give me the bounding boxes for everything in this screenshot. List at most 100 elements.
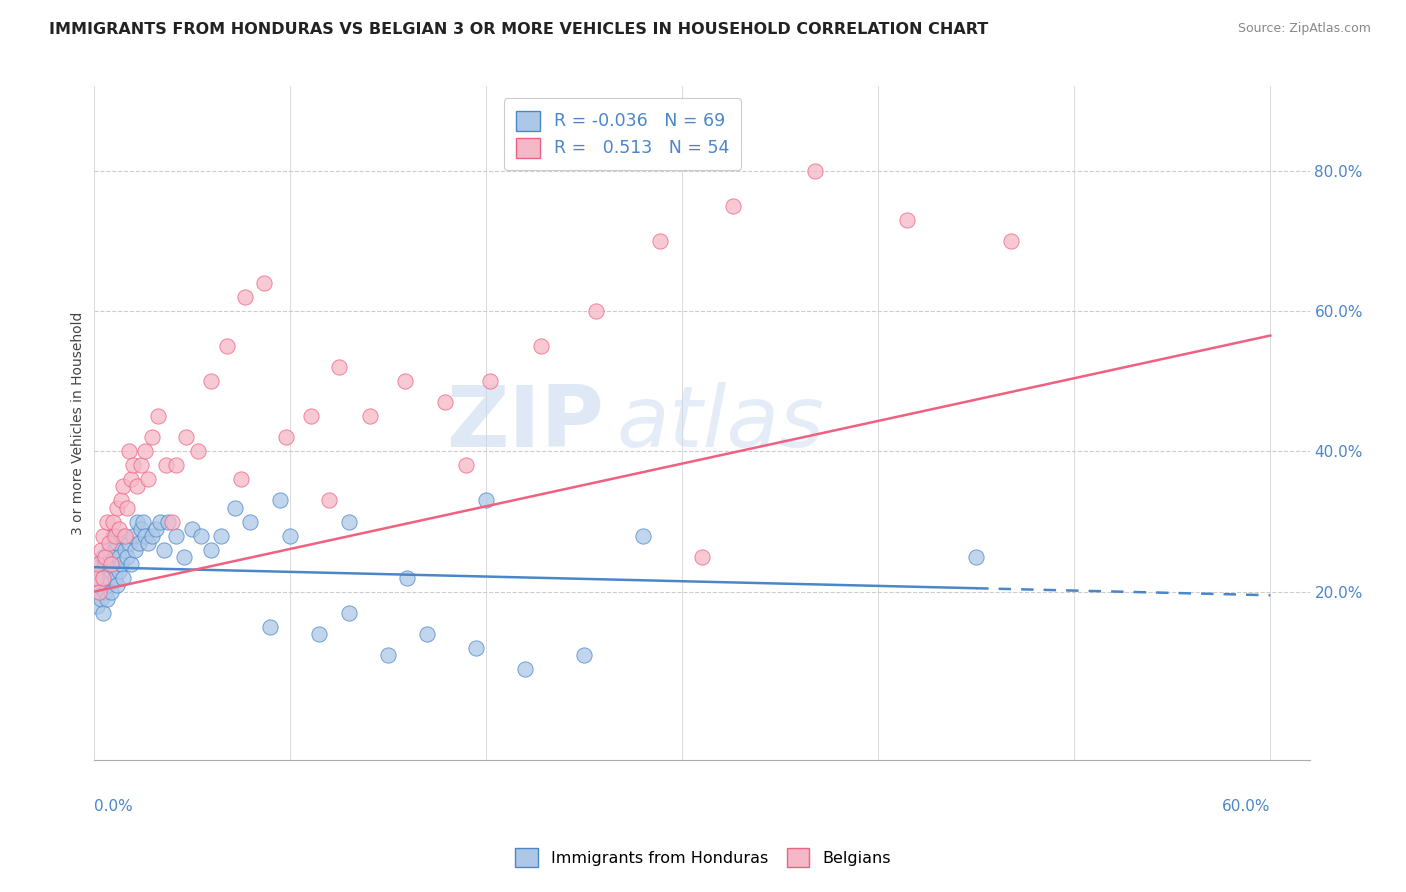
Point <box>90 564 112 578</box>
Point <box>530 339 553 353</box>
Point <box>396 571 419 585</box>
Point <box>138 535 160 549</box>
Point <box>200 542 222 557</box>
Point <box>149 515 172 529</box>
Point <box>120 557 142 571</box>
Point <box>118 535 141 549</box>
Point <box>94 584 117 599</box>
Point <box>120 472 142 486</box>
Point <box>93 571 115 585</box>
Point <box>90 542 112 557</box>
Point <box>165 528 187 542</box>
Point <box>105 578 128 592</box>
Text: atlas: atlas <box>616 382 824 465</box>
Point <box>896 212 918 227</box>
Point <box>209 528 232 542</box>
Point <box>157 515 180 529</box>
Point <box>103 528 125 542</box>
Point <box>111 571 134 585</box>
Point <box>138 472 160 486</box>
Point <box>84 584 107 599</box>
Point <box>94 557 117 571</box>
Point <box>337 606 360 620</box>
Y-axis label: 3 or more Vehicles in Household: 3 or more Vehicles in Household <box>72 311 86 535</box>
Point <box>328 360 350 375</box>
Point <box>631 528 654 542</box>
Point <box>1000 234 1022 248</box>
Point <box>180 522 202 536</box>
Text: 60.0%: 60.0% <box>1222 799 1270 814</box>
Point <box>98 571 121 585</box>
Point <box>98 542 121 557</box>
Point <box>93 528 115 542</box>
Point <box>253 276 276 290</box>
Point <box>128 535 150 549</box>
Point <box>337 515 360 529</box>
Point <box>200 374 222 388</box>
Point <box>100 584 122 599</box>
Point <box>125 515 148 529</box>
Point <box>125 479 148 493</box>
Point <box>89 584 111 599</box>
Text: ZIP: ZIP <box>447 382 605 465</box>
Point <box>103 515 125 529</box>
Point <box>475 493 498 508</box>
Point <box>105 535 128 549</box>
Point <box>359 409 381 424</box>
Point <box>110 557 132 571</box>
Point <box>86 557 108 571</box>
Point <box>229 472 252 486</box>
Point <box>572 648 595 662</box>
Point <box>121 528 143 542</box>
Point <box>134 444 156 458</box>
Point <box>134 528 156 542</box>
Point <box>239 515 262 529</box>
Text: 0.0%: 0.0% <box>94 799 132 814</box>
Point <box>100 564 122 578</box>
Point <box>585 304 607 318</box>
Point <box>465 640 488 655</box>
Point <box>141 430 163 444</box>
Point <box>94 549 117 564</box>
Point <box>103 557 125 571</box>
Point <box>108 549 131 564</box>
Point <box>186 444 208 458</box>
Point <box>86 571 108 585</box>
Point <box>98 535 121 549</box>
Point <box>174 430 197 444</box>
Point <box>165 458 187 473</box>
Point <box>456 458 478 473</box>
Point <box>153 542 176 557</box>
Point <box>93 606 115 620</box>
Point <box>108 564 131 578</box>
Point <box>96 591 118 606</box>
Point <box>308 627 330 641</box>
Point <box>108 522 131 536</box>
Point <box>141 528 163 542</box>
Point <box>513 662 536 676</box>
Point <box>965 549 987 564</box>
Point <box>115 549 138 564</box>
Point <box>721 199 744 213</box>
Point <box>110 493 132 508</box>
Point <box>129 522 152 536</box>
Point <box>115 500 138 515</box>
Point <box>114 542 136 557</box>
Point <box>278 528 301 542</box>
Point <box>124 542 146 557</box>
Point <box>318 493 340 508</box>
Point <box>804 163 827 178</box>
Point <box>173 549 195 564</box>
Legend: R = -0.036   N = 69, R =   0.513   N = 54: R = -0.036 N = 69, R = 0.513 N = 54 <box>503 98 741 169</box>
Point <box>129 458 152 473</box>
Point <box>93 549 115 564</box>
Point <box>121 458 143 473</box>
Point <box>93 571 115 585</box>
Point <box>89 557 111 571</box>
Point <box>416 627 439 641</box>
Point <box>233 290 256 304</box>
Point <box>215 339 238 353</box>
Point <box>111 479 134 493</box>
Point <box>224 500 246 515</box>
Point <box>96 578 118 592</box>
